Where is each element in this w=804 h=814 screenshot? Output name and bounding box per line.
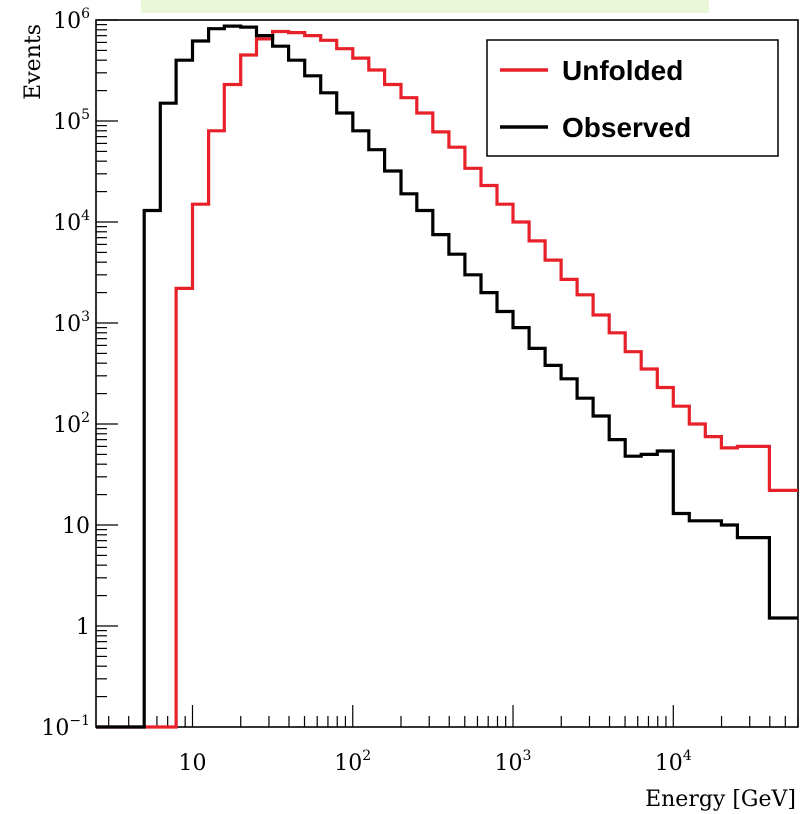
series-line-observed bbox=[96, 24, 798, 729]
y-tick-label: 104 bbox=[53, 208, 90, 236]
series-line-unfolded bbox=[96, 29, 798, 729]
y-tick-label: 1 bbox=[76, 615, 90, 640]
y-tick-labels: 10−1 1 10 102 103 104 105 106 bbox=[41, 6, 90, 741]
y-tick-label: 10 bbox=[62, 514, 90, 539]
x-tick-label: 103 bbox=[495, 748, 532, 776]
plot-frame bbox=[95, 19, 799, 728]
y-axis-label: Events bbox=[21, 24, 46, 100]
axis-ticks bbox=[96, 19, 799, 728]
y-tick-label: 10−1 bbox=[41, 713, 90, 741]
x-axis-label: Energy [GeV] bbox=[645, 787, 796, 812]
y-tick-label: 105 bbox=[53, 107, 90, 135]
y-tick-label: 102 bbox=[53, 410, 90, 438]
x-tick-label: 10 bbox=[178, 751, 206, 776]
legend-label-unfolded: Unfolded bbox=[562, 55, 683, 86]
x-tick-label: 104 bbox=[655, 748, 692, 776]
x-tick-label: 102 bbox=[334, 748, 371, 776]
y-tick-label: 106 bbox=[53, 6, 90, 34]
y-tick-label: 103 bbox=[53, 309, 90, 337]
x-tick-labels: 10 102 103 104 bbox=[178, 748, 691, 776]
legend-box bbox=[486, 39, 779, 157]
legend-label-observed: Observed bbox=[562, 112, 691, 143]
legend: Unfolded Observed bbox=[486, 39, 779, 157]
top-highlight-band bbox=[141, 0, 709, 13]
series-layer bbox=[96, 24, 798, 729]
